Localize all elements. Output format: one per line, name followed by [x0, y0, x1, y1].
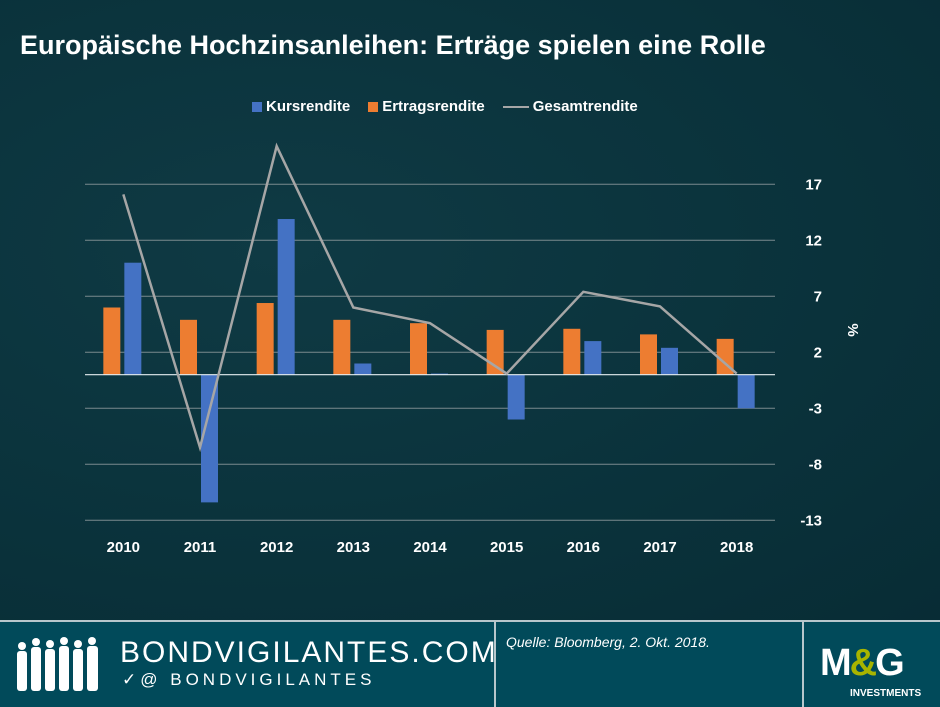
y-tick-label: -13: [800, 512, 822, 529]
legend-label: Gesamtrendite: [532, 98, 638, 115]
x-tick-label: 2014: [413, 539, 447, 556]
x-tick-label: 2017: [643, 539, 676, 556]
x-tick-label: 2016: [567, 539, 600, 556]
y-tick-label: 7: [814, 288, 822, 305]
legend-item-ertragsrendite: Ertragsrendite: [368, 98, 485, 115]
x-tick-label: 2013: [337, 539, 370, 556]
x-tick-label: 2012: [260, 539, 293, 556]
bar-ertragsrendite: [103, 307, 121, 375]
logo-subtitle: INVESTMENTS: [850, 688, 922, 699]
divider: [494, 622, 496, 707]
legend-item-gesamtrendite: Gesamtrendite: [502, 98, 638, 115]
y-tick-label: 17: [805, 176, 822, 193]
bar-ertragsrendite: [256, 303, 274, 375]
bar-ertragsrendite: [333, 319, 351, 375]
x-tick-label: 2018: [720, 539, 753, 556]
twitter-icon: ✓: [122, 670, 141, 689]
bar-kursrendite: [201, 374, 218, 503]
legend-line: [502, 105, 529, 108]
y-tick-label: -3: [809, 400, 822, 417]
bar-kursrendite: [354, 363, 372, 375]
chart-title: Europäische Hochzinsanleihen: Erträge sp…: [20, 30, 766, 60]
legend-swatch: [252, 101, 262, 112]
x-tick-label: 2011: [184, 539, 217, 556]
source-note: Quelle: Bloomberg, 2. Okt. 2018.: [506, 634, 710, 650]
legend-item-kursrendite: Kursrendite: [252, 98, 350, 115]
legend: Kursrendite Ertragsrendite Gesamtrendite: [252, 98, 638, 115]
legend-label: Kursrendite: [266, 98, 351, 115]
bar-ertragsrendite: [410, 323, 427, 375]
x-tick-label: 2015: [490, 539, 523, 556]
bar-ertragsrendite: [486, 329, 504, 375]
bar-kursrendite: [277, 219, 295, 375]
divider: [802, 622, 804, 707]
bar-kursrendite: [584, 341, 602, 375]
chart-plot: 17 12 7 2 -3 -8 -13% 2010 2011 2012 2013 2014 2015 20…: [85, 142, 861, 556]
footer: BONDVIGILANTES.COM ✓@ BONDVIGILANTES Que…: [0, 620, 940, 707]
bar-ertragsrendite: [640, 334, 657, 375]
bar-kursrendite: [661, 347, 678, 375]
twitter-handle: ✓@ BONDVIGILANTES: [122, 670, 376, 690]
people-silhouette-icon: [17, 637, 98, 691]
bar-ertragsrendite: [563, 328, 581, 375]
x-tick-label: 2010: [107, 539, 140, 556]
handle-text: @ BONDVIGILANTES: [140, 670, 376, 689]
y-tick-label: 2: [814, 344, 822, 361]
y-tick-label: -8: [809, 456, 822, 473]
bar-kursrendite: [737, 374, 755, 409]
background: [0, 0, 940, 620]
line-gesamtrendite: [122, 142, 738, 453]
legend-label: Ertragsrendite: [382, 98, 485, 115]
site-name: BONDVIGILANTES.COM: [120, 636, 498, 669]
bar-kursrendite: [124, 262, 142, 375]
bar-ertragsrendite: [180, 319, 197, 375]
bar-kursrendite: [507, 374, 525, 420]
legend-swatch: [368, 101, 379, 112]
y-tick-label: 12: [805, 232, 822, 249]
y-axis-label: %: [844, 323, 861, 336]
mg-logo: M&G: [820, 642, 905, 684]
